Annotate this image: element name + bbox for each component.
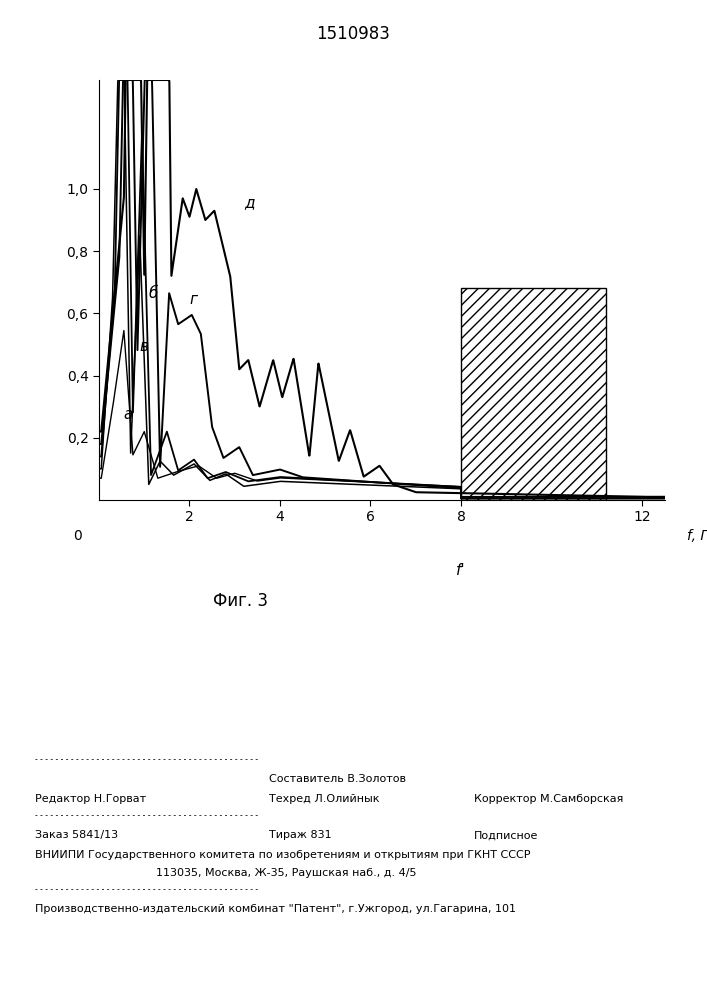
Text: - - - - - - - - - - - - - - - - - - - - - - - - - - - - - - - - - - - - - - - - : - - - - - - - - - - - - - - - - - - - - … — [35, 885, 261, 894]
Text: Подписное: Подписное — [474, 830, 538, 840]
Text: д: д — [244, 196, 255, 211]
Text: ВНИИПИ Государственного комитета по изобретениям и открытиям при ГКНТ СССР: ВНИИПИ Государственного комитета по изоб… — [35, 850, 531, 860]
Text: Техред Л.Олийнык: Техред Л.Олийнык — [269, 794, 379, 804]
Text: - - - - - - - - - - - - - - - - - - - - - - - - - - - - - - - - - - - - - - - - : - - - - - - - - - - - - - - - - - - - - … — [35, 811, 261, 820]
Bar — [461, 288, 606, 500]
Text: г: г — [189, 292, 197, 307]
Text: Тираж 831: Тираж 831 — [269, 830, 332, 840]
Text: - - - - - - - - - - - - - - - - - - - - - - - - - - - - - - - - - - - - - - - - : - - - - - - - - - - - - - - - - - - - - … — [35, 756, 261, 764]
Text: б: б — [148, 286, 158, 301]
Text: f, Гц: f, Гц — [687, 529, 707, 543]
Text: Заказ 5841/13: Заказ 5841/13 — [35, 830, 119, 840]
Text: 0: 0 — [74, 529, 82, 543]
Text: Производственно-издательский комбинат "Патент", г.Ужгород, ул.Гагарина, 101: Производственно-издательский комбинат "П… — [35, 904, 516, 914]
Text: Корректор М.Самборская: Корректор М.Самборская — [474, 794, 623, 804]
Text: Фиг. 3: Фиг. 3 — [213, 592, 268, 610]
Text: в: в — [140, 339, 148, 354]
Text: а: а — [124, 407, 133, 422]
Text: Составитель В.Золотов: Составитель В.Золотов — [269, 774, 406, 784]
Text: Редактор Н.Горват: Редактор Н.Горват — [35, 794, 146, 804]
Text: 1510983: 1510983 — [317, 25, 390, 43]
Text: 113035, Москва, Ж-35, Раушская наб., д. 4/5: 113035, Москва, Ж-35, Раушская наб., д. … — [156, 868, 416, 878]
Text: f': f' — [456, 563, 466, 578]
